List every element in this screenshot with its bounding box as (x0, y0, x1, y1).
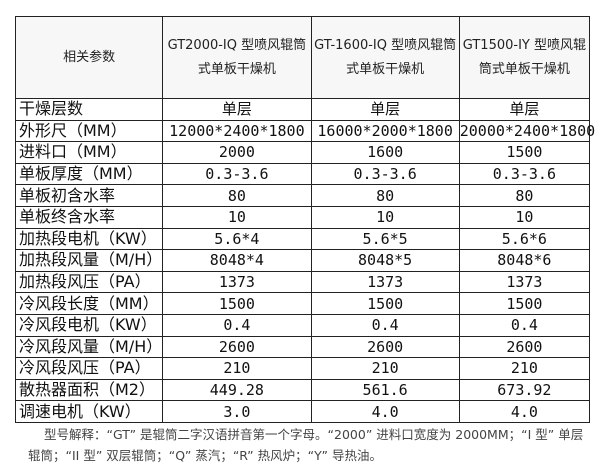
table-cell: 8048*5 (310, 249, 460, 272)
row-label: 加热段电机（KW） (14, 227, 164, 251)
row-label: 单板终含水率 (14, 205, 164, 229)
table-cell: 单层 (162, 98, 312, 121)
table-cell: 5.6*4 (162, 227, 312, 251)
table-cell: 561.6 (310, 378, 460, 402)
table-cell: 80 (458, 184, 591, 207)
table-cell: 0.4 (162, 313, 312, 337)
table-cell: 0.3-3.6 (458, 162, 591, 186)
header-model: GT1500-IY 型喷风辊筒式单板干燥机 (458, 16, 591, 99)
row-label: 单板厚度（MM） (14, 162, 164, 186)
row-label: 冷风段风压（PA） (14, 357, 164, 380)
table-cell: 210 (458, 357, 591, 380)
table-cell: 1600 (310, 141, 460, 164)
table-cell: 16000*2000*1800 (310, 119, 460, 143)
table-cell: 0.3-3.6 (162, 162, 312, 186)
table-row: 进料口（MM） 2000 1600 1500 (14, 141, 591, 164)
table-cell: 8048*4 (162, 249, 312, 272)
table-cell: 10 (162, 205, 312, 229)
table-row: 干燥层数 单层 单层 单层 (14, 98, 591, 121)
table-cell: 2000 (162, 141, 312, 164)
table-cell: 单层 (458, 98, 591, 121)
table-row: 冷风段长度（MM） 1500 1500 1500 (14, 292, 591, 315)
row-label: 外形尺（MM） (14, 119, 164, 143)
table-cell: 单层 (310, 98, 460, 121)
table-cell: 80 (162, 184, 312, 207)
table-row: 外形尺（MM） 12000*2400*1800 16000*2000*1800 200… (14, 119, 596, 143)
row-label: 加热段风量（M/H） (14, 249, 164, 272)
row-label: 冷风段电机（KW） (14, 313, 164, 337)
table-cell: 1373 (458, 270, 591, 294)
row-label: 散热器面积（M2） (14, 378, 164, 402)
table-row: 单板厚度（MM） 0.3-3.6 0.3-3.6 0.3-3.6 (14, 162, 591, 186)
table-row: 单板终含水率 10 10 10 (14, 205, 591, 229)
table-row: 调速电机（KW） 3.0 4.0 4.0 (14, 400, 591, 423)
table-cell: 2600 (162, 335, 312, 359)
table-row: 散热器面积（M2） 449.28 561.6 673.92 (14, 378, 591, 402)
table-cell: 0.4 (310, 313, 460, 337)
row-label: 进料口（MM） (14, 141, 164, 164)
table-row: 冷风段电机（KW） 0.4 0.4 0.4 (14, 313, 591, 337)
table-row: 加热段风量（M/H） 8048*4 8048*5 8048*6 (14, 249, 591, 272)
table-cell: 0.4 (458, 313, 591, 337)
table-row: 加热段电机（KW） 5.6*4 5.6*5 5.6*6 (14, 227, 591, 251)
table-row: 冷风段风压（PA） 210 210 210 (14, 357, 591, 380)
table-cell: 20000*2400*1800 (458, 119, 596, 143)
row-label: 冷风段长度（MM） (14, 292, 164, 315)
table-cell: 0.3-3.6 (310, 162, 460, 186)
row-label: 干燥层数 (14, 98, 164, 121)
header-model: GT-1600-IQ 型喷风辊筒式单板干燥机 (310, 16, 460, 99)
table-cell: 1500 (458, 141, 591, 164)
row-label: 调速电机（KW） (14, 400, 164, 423)
table-row: 加热段风压（PA） 1373 1373 1373 (14, 270, 591, 294)
table-cell: 5.6*5 (310, 227, 460, 251)
table-row: 冷风段风量（M/H） 2600 2600 2600 (14, 335, 591, 359)
table-cell: 2600 (458, 335, 591, 359)
table-cell: 449.28 (162, 378, 312, 402)
header-param: 相关参数 (14, 16, 164, 99)
table-row: 单板初含水率 80 80 80 (14, 184, 591, 207)
table-cell: 1500 (162, 292, 312, 315)
table-cell: 4.0 (458, 400, 591, 423)
table-cell: 10 (310, 205, 460, 229)
table-cell: 8048*6 (458, 249, 591, 272)
table-cell: 12000*2400*1800 (162, 119, 312, 143)
table-cell: 5.6*6 (458, 227, 591, 251)
header-row: 相关参数 GT2000-IQ 型喷风辊筒式单板干燥机 GT-1600-IQ 型喷风辊… (14, 16, 591, 99)
table-cell: 1373 (310, 270, 460, 294)
table-cell: 3.0 (162, 400, 312, 423)
table-cell: 80 (310, 184, 460, 207)
table-cell: 4.0 (310, 400, 460, 423)
table-cell: 1500 (458, 292, 591, 315)
table-cell: 210 (310, 357, 460, 380)
spec-table: 相关参数 GT2000-IQ 型喷风辊筒式单板干燥机 GT-1600-IQ 型喷风辊… (14, 16, 596, 423)
header-model: GT2000-IQ 型喷风辊筒式单板干燥机 (162, 16, 312, 99)
row-label: 冷风段风量（M/H） (14, 335, 164, 359)
row-label: 单板初含水率 (14, 184, 164, 207)
table-cell: 673.92 (458, 378, 591, 402)
table-cell: 10 (458, 205, 591, 229)
row-label: 加热段风压（PA） (14, 270, 164, 294)
table-cell: 210 (162, 357, 312, 380)
table-cell: 2600 (310, 335, 460, 359)
model-note: 型号解释：“GT” 是辊筒二字汉语拼音第一个字母。“2000” 进料口宽度为 2… (28, 427, 584, 463)
table-cell: 1500 (310, 292, 460, 315)
table-cell: 1373 (162, 270, 312, 294)
